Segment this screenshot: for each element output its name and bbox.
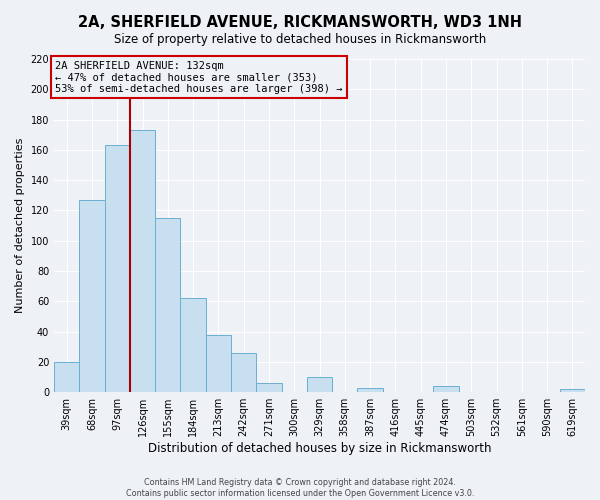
Bar <box>181 298 206 392</box>
Bar <box>206 334 231 392</box>
Bar <box>231 353 256 392</box>
Bar <box>130 130 155 392</box>
Bar <box>155 218 181 392</box>
Bar <box>104 146 130 392</box>
Text: Size of property relative to detached houses in Rickmansworth: Size of property relative to detached ho… <box>114 32 486 46</box>
Y-axis label: Number of detached properties: Number of detached properties <box>15 138 25 314</box>
Bar <box>256 383 281 392</box>
Text: 2A SHERFIELD AVENUE: 132sqm
← 47% of detached houses are smaller (353)
53% of se: 2A SHERFIELD AVENUE: 132sqm ← 47% of det… <box>55 60 343 94</box>
Bar <box>560 389 585 392</box>
Text: Contains HM Land Registry data © Crown copyright and database right 2024.
Contai: Contains HM Land Registry data © Crown c… <box>126 478 474 498</box>
Bar <box>79 200 104 392</box>
Bar <box>307 377 332 392</box>
Bar <box>54 362 79 392</box>
Text: 2A, SHERFIELD AVENUE, RICKMANSWORTH, WD3 1NH: 2A, SHERFIELD AVENUE, RICKMANSWORTH, WD3… <box>78 15 522 30</box>
Bar <box>433 386 458 392</box>
X-axis label: Distribution of detached houses by size in Rickmansworth: Distribution of detached houses by size … <box>148 442 491 455</box>
Bar <box>358 388 383 392</box>
